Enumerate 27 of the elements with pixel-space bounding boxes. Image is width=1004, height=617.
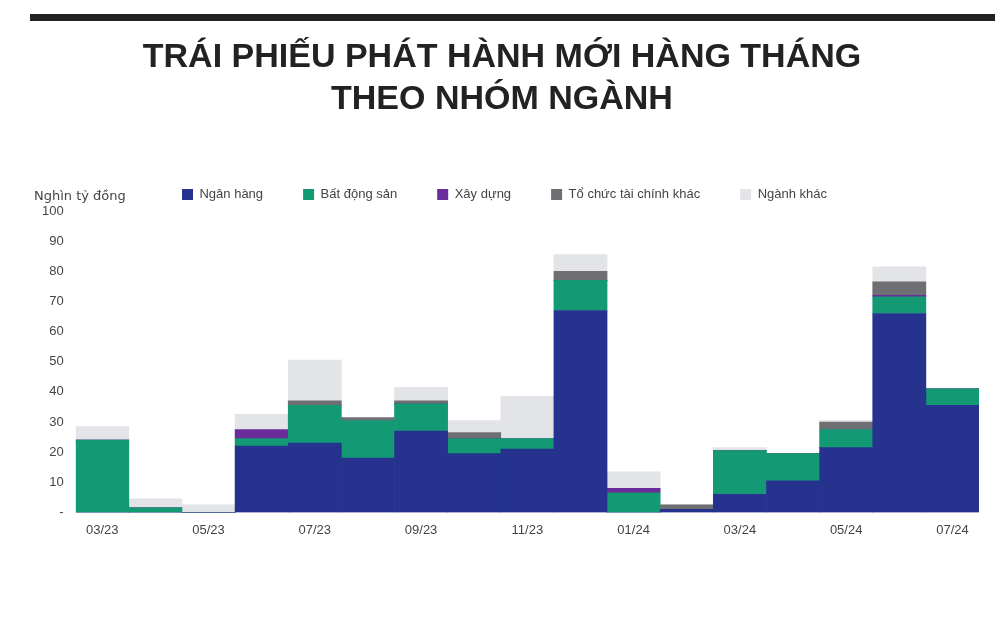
x-tick-label: 03/23: [85, 521, 119, 537]
y-tick-label: 70: [49, 293, 64, 308]
legend-label: Xây dựng: [454, 186, 512, 202]
y-tick-label: 40: [49, 383, 64, 399]
x-tick-label: 09/23: [404, 521, 438, 537]
y-axis-title: Nghìn tỷ đồng: [34, 187, 126, 203]
y-tick-label: 50: [49, 353, 64, 369]
legend-label: Ngành khác: [757, 186, 828, 202]
x-tick-label: 07/23: [298, 521, 332, 537]
x-tick-label: 07/24: [936, 521, 969, 537]
legend-label: Bất động sản: [320, 186, 398, 202]
y-tick-label: 60: [49, 323, 64, 339]
x-tick-label: 11/23: [511, 521, 544, 537]
x-tick-label: 05/24: [829, 521, 863, 537]
y-tick-label: 100: [41, 202, 64, 218]
y-tick-label: 10: [49, 473, 64, 489]
x-tick-label: 01/24: [617, 521, 650, 537]
chart-title: TRÁI PHIẾU PHÁT HÀNH MỚI HÀNG THÁNG THEO NHÓM NGÀNH: [141, 35, 863, 118]
legend-label: Ngân hàng: [199, 186, 264, 202]
y-tick-label: -: [59, 503, 64, 519]
x-tick-label: 03/24: [723, 521, 757, 537]
y-tick-label: 20: [49, 443, 64, 459]
x-tick-label: 05/23: [192, 521, 225, 537]
y-tick-label: 80: [49, 262, 64, 278]
y-tick-label: 30: [49, 413, 64, 429]
y-tick-label: 90: [49, 232, 64, 248]
legend-label: Tổ chức tài chính khác: [568, 186, 701, 202]
